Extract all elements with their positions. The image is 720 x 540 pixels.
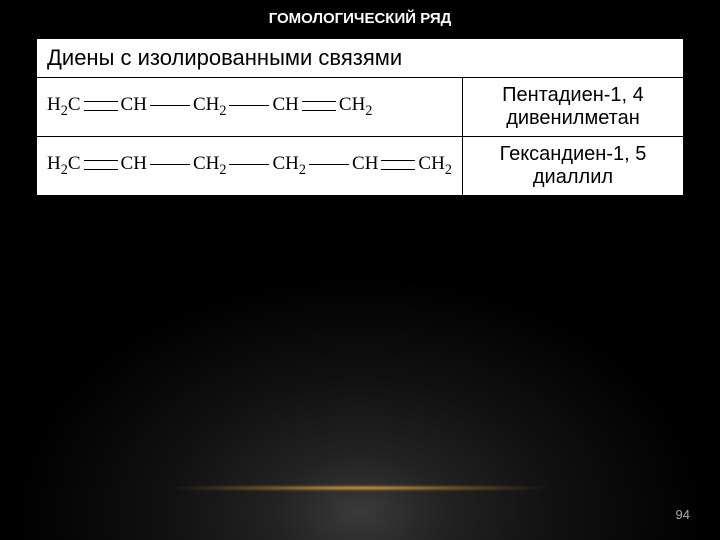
table-row: H2CCHCH2CHCH2 Пентадиен-1, 4 дивенилмета… [37,78,684,137]
formula-cell: H2CCHCH2CHCH2 [37,78,463,137]
compound-name-line2: дивенилметан [506,107,640,129]
table-row: H2CCHCH2CH2CHCH2 Гександиен-1, 5 диаллил [37,137,684,196]
name-cell: Гександиен-1, 5 диаллил [462,137,683,196]
table-header: Диены с изолированными связями [37,39,684,78]
compound-name-line2: диаллил [533,166,613,188]
compound-name-line1: Пентадиен-1, 4 [502,84,644,106]
page-number: 94 [676,507,690,522]
slide-title: ГОМОЛОГИЧЕСКИЙ РЯД [0,10,720,27]
formula-cell: H2CCHCH2CH2CHCH2 [37,137,463,196]
name-cell: Пентадиен-1, 4 дивенилметан [462,78,683,137]
compound-name-line1: Гександиен-1, 5 [500,143,647,165]
homolog-table: Диены с изолированными связями H2CCHCH2C… [36,38,684,196]
